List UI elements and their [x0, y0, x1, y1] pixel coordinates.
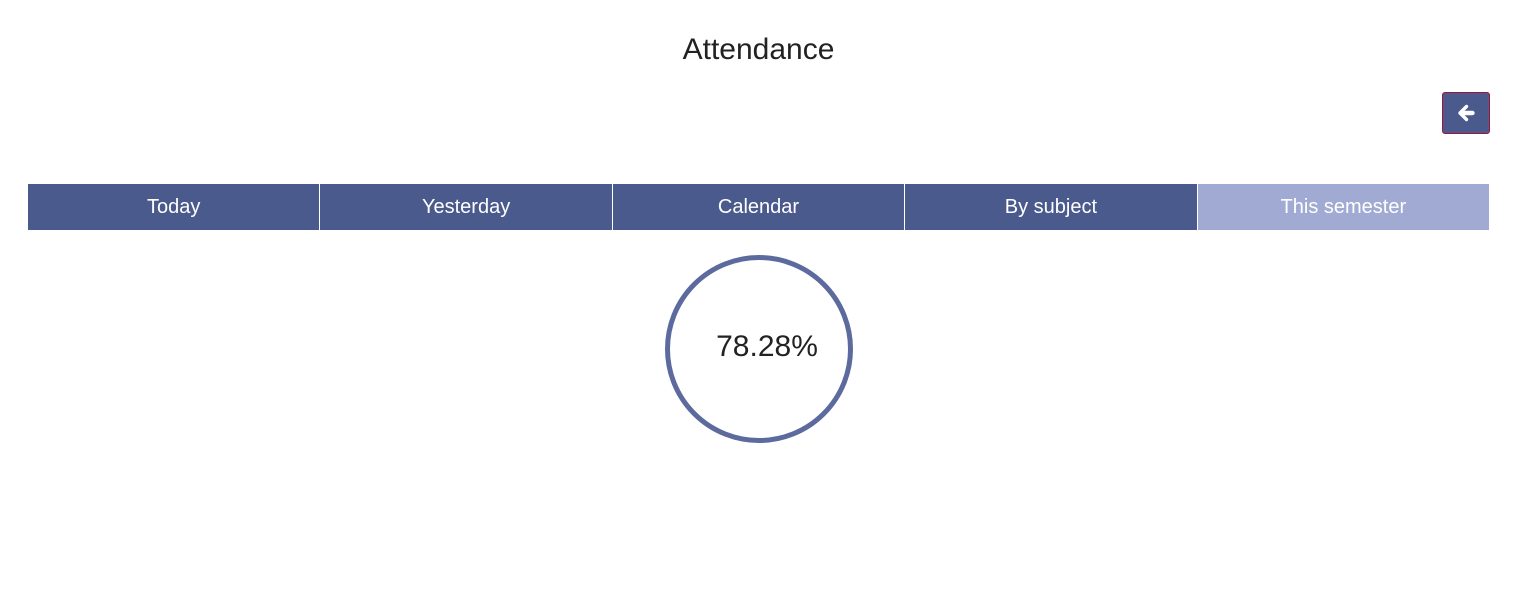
page-title: Attendance — [682, 33, 835, 66]
tab-today[interactable]: Today — [28, 184, 321, 230]
arrow-left-icon — [1457, 104, 1475, 122]
attendance-gauge: 78.28% — [665, 255, 853, 443]
period-tabs: Today Yesterday Calendar By subject This… — [28, 184, 1490, 230]
tab-yesterday[interactable]: Yesterday — [320, 184, 613, 230]
tab-calendar[interactable]: Calendar — [612, 184, 906, 230]
tab-this-semester[interactable]: This semester — [1197, 184, 1490, 230]
tab-by-subject[interactable]: By subject — [905, 184, 1198, 230]
back-button[interactable] — [1442, 92, 1490, 134]
attendance-percentage: 78.28% — [716, 330, 818, 363]
